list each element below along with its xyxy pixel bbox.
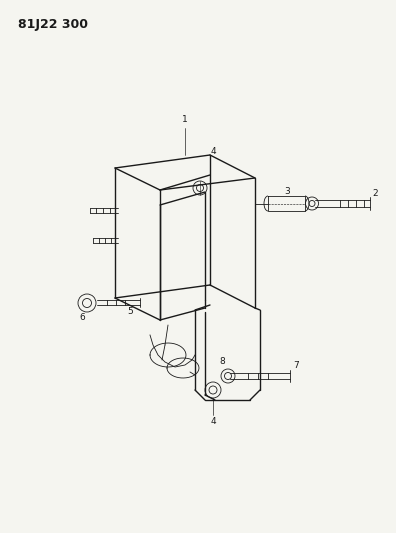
Text: 2: 2 bbox=[372, 189, 378, 198]
Text: 7: 7 bbox=[293, 360, 299, 369]
Text: 3: 3 bbox=[284, 188, 290, 197]
Text: 5: 5 bbox=[127, 308, 133, 317]
Text: 4: 4 bbox=[210, 148, 216, 157]
Text: 8: 8 bbox=[219, 358, 225, 367]
Text: 4: 4 bbox=[210, 417, 216, 426]
Text: 6: 6 bbox=[79, 313, 85, 322]
Text: 1: 1 bbox=[182, 116, 188, 125]
Text: 81J22 300: 81J22 300 bbox=[18, 18, 88, 31]
